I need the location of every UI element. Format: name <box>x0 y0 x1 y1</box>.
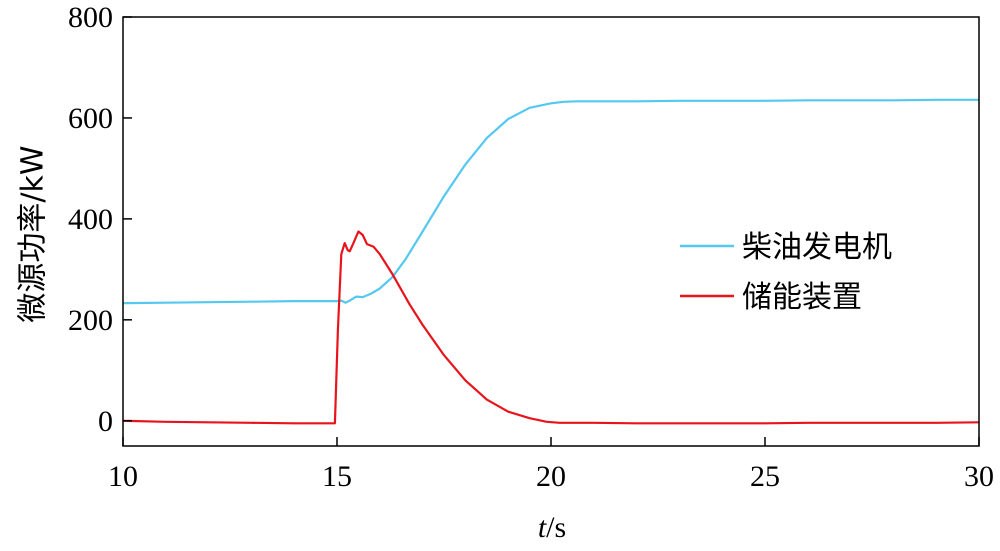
legend-label-diesel: 柴油发电机 <box>742 230 892 265</box>
x-tick-label: 20 <box>536 460 566 493</box>
y-tick-label: 400 <box>68 203 113 236</box>
legend: 柴油发电机 储能装置 <box>680 230 892 315</box>
x-tick-label: 10 <box>108 460 138 493</box>
x-tick-label: 30 <box>964 460 994 493</box>
legend-label-storage: 储能装置 <box>742 280 862 315</box>
y-tick-label: 800 <box>68 1 113 34</box>
series-layer <box>122 98 980 425</box>
y-tick-label: 0 <box>98 405 113 438</box>
x-axis-title-unit: /s <box>546 511 566 544</box>
y-tick-label: 600 <box>68 102 113 135</box>
ticks-layer: 0 200 400 600 800 10 15 20 25 30 <box>68 1 994 493</box>
x-tick-label: 25 <box>750 460 780 493</box>
y-tick-label: 200 <box>68 304 113 337</box>
x-axis-title-variable: t <box>538 511 547 544</box>
x-tick-label: 15 <box>322 460 352 493</box>
y-axis-title: 微源功率/kW <box>16 145 51 322</box>
series-line-diesel-generator <box>122 98 979 305</box>
series-line-energy-storage <box>122 230 980 425</box>
x-axis-title: t/s <box>538 511 566 544</box>
